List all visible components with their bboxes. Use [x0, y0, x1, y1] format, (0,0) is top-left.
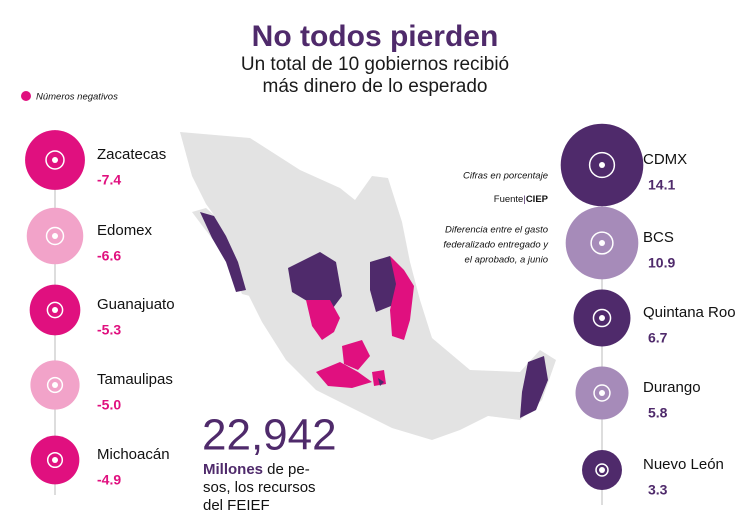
bubble-dot — [599, 390, 605, 396]
value-label: 6.7 — [648, 330, 668, 346]
state-name: Quintana Roo — [643, 304, 736, 321]
state-name: Durango — [643, 379, 701, 396]
value-label: -6.6 — [97, 248, 121, 264]
bubble-ring — [46, 451, 64, 469]
bubble-ring — [593, 384, 611, 402]
bubble-ring — [45, 150, 65, 170]
source-name: CIEP — [526, 194, 549, 205]
state-name: Guanajuato — [97, 296, 175, 313]
legend-text: Números negativos — [36, 92, 118, 103]
legend-swatch — [21, 91, 31, 101]
state-name: Zacatecas — [97, 146, 166, 163]
bubble-ring — [588, 151, 616, 179]
value-label: -7.4 — [97, 172, 121, 188]
note: Cifras en porcentaje — [463, 171, 548, 182]
bubble-ring — [592, 308, 612, 328]
caption: Millones de pe- — [203, 461, 310, 478]
separator: | — [523, 194, 525, 205]
bubble-ring — [46, 301, 64, 319]
state-name: Tamaulipas — [97, 371, 173, 388]
caption: sos, los recursos — [203, 479, 316, 496]
value-label: 3.3 — [648, 482, 668, 498]
state-name: Edomex — [97, 222, 153, 239]
note: el aprobado, a junio — [465, 255, 548, 266]
title: No todos pierden — [252, 20, 499, 53]
bubble-dot — [52, 382, 58, 388]
caption: del FEIEF — [203, 497, 270, 514]
source: Fuente|CIEP — [494, 194, 549, 205]
subtitle: Un total de 10 gobiernos recibió — [241, 54, 509, 75]
bubble-ring — [46, 376, 64, 394]
state-name: Nuevo León — [643, 456, 724, 473]
bubble-ring — [45, 226, 65, 246]
state-name: Michoacán — [97, 446, 170, 463]
value-label: 5.8 — [648, 405, 668, 421]
value-label: -5.0 — [97, 397, 121, 413]
state-name: CDMX — [643, 151, 687, 168]
value-label: 14.1 — [648, 177, 675, 193]
bubble-dot — [599, 162, 605, 168]
state-name: BCS — [643, 229, 674, 246]
bubble-dot — [52, 457, 58, 463]
big-number: 22,942 — [202, 411, 337, 460]
bubble-dot — [52, 233, 58, 239]
bubble-dot — [599, 467, 605, 473]
bubble-ring — [590, 231, 614, 255]
caption-text: de pe- — [263, 461, 310, 478]
bubble-dot — [52, 307, 58, 313]
value-label: -5.3 — [97, 322, 121, 338]
bubble-dot — [599, 240, 605, 246]
source-label: Fuente — [494, 194, 524, 205]
value-label: -4.9 — [97, 472, 121, 488]
subtitle: más dinero de lo esperado — [263, 76, 488, 97]
value-label: 10.9 — [648, 255, 675, 271]
caption-bold: Millones — [203, 461, 263, 478]
bubble-dot — [52, 157, 58, 163]
bubble-dot — [599, 315, 605, 321]
bubble-ring — [595, 463, 609, 477]
map — [180, 132, 556, 440]
note: Diferencia entre el gasto — [445, 225, 548, 236]
note: federalizado entregado y — [443, 240, 549, 251]
